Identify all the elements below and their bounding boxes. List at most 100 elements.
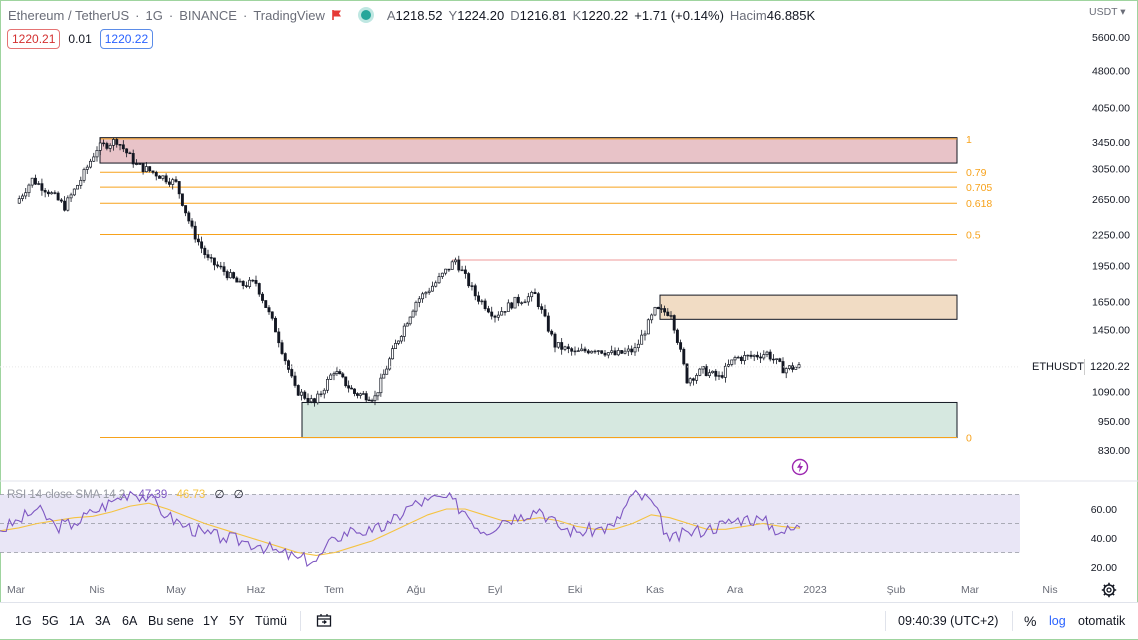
candle-body xyxy=(675,329,679,343)
candle-body xyxy=(30,177,34,186)
candle-body xyxy=(444,268,448,274)
candle-body xyxy=(477,295,480,302)
candle-body xyxy=(326,379,329,391)
candle-body xyxy=(576,350,580,352)
candle-body xyxy=(388,358,392,370)
candle-body xyxy=(765,351,769,356)
candle-body xyxy=(148,166,152,172)
time-tick-label: Eki xyxy=(568,584,583,596)
candle-body xyxy=(89,160,92,168)
separator: · xyxy=(242,7,248,23)
candle-body xyxy=(151,170,155,173)
time-tick-label: Haz xyxy=(247,584,266,596)
price-tick-label: 3050.00 xyxy=(1092,164,1130,176)
interval-label[interactable]: 1G xyxy=(145,7,163,23)
flag-icon[interactable] xyxy=(331,9,343,21)
price-tick-label: 5600.00 xyxy=(1092,32,1130,44)
log-toggle[interactable]: log xyxy=(1049,614,1066,628)
rsi-title: RSI 14 close SMA 14 2 xyxy=(7,489,126,501)
candle-body xyxy=(235,277,239,283)
candle-body xyxy=(762,354,766,359)
rsi-legend[interactable]: RSI 14 close SMA 14 2 47.39 46.73 ∅ ∅ xyxy=(7,487,244,501)
fib-label: 0 xyxy=(966,433,972,445)
rsi-tick-label: 40.00 xyxy=(1091,533,1117,545)
replay-icon[interactable] xyxy=(316,613,332,629)
candle-body xyxy=(228,272,232,279)
rsi-value: 47.39 xyxy=(138,489,168,501)
price-tick-label: 1650.00 xyxy=(1092,297,1130,309)
candle-body xyxy=(50,192,54,195)
candle-body xyxy=(493,315,497,318)
range-1g-button[interactable]: 1G xyxy=(15,614,32,628)
auto-scale-toggle[interactable]: otomatik xyxy=(1078,614,1126,628)
rsi-tick-label: 20.00 xyxy=(1091,562,1117,574)
currency-dropdown[interactable]: USDT ▾ xyxy=(1089,6,1126,18)
candle-body xyxy=(530,291,534,298)
ticker-label: ETHUSDT xyxy=(1028,360,1088,374)
range-6a-button[interactable]: 6A xyxy=(122,614,138,628)
candle-body xyxy=(613,350,617,356)
candle-body xyxy=(316,393,320,404)
candle-body xyxy=(775,358,779,360)
range-3a-button[interactable]: 3A xyxy=(95,614,111,628)
candle-body xyxy=(141,163,145,172)
candle-body xyxy=(335,371,339,374)
candle-body xyxy=(184,205,188,214)
candle-body xyxy=(540,306,544,310)
price-tick-label: 4050.00 xyxy=(1092,102,1130,114)
candle-body xyxy=(280,342,284,354)
candle-body xyxy=(593,350,597,353)
candle-body xyxy=(338,371,342,375)
buy-quote-button[interactable]: 1220.22 xyxy=(99,29,154,49)
candle-body xyxy=(33,177,37,185)
fib-label: 0.618 xyxy=(966,198,992,210)
candle-body xyxy=(454,259,457,263)
price-tick-label: 1090.00 xyxy=(1092,386,1130,398)
candle-body xyxy=(238,280,242,283)
candle-body xyxy=(219,265,223,268)
gear-icon[interactable] xyxy=(1101,582,1117,598)
range-1a-button[interactable]: 1A xyxy=(69,614,85,628)
range-5y-button[interactable]: 5Y xyxy=(229,614,245,628)
candle-body xyxy=(37,183,41,185)
candle-body xyxy=(102,142,106,145)
time-tick-label: Ara xyxy=(727,584,744,596)
candle-body xyxy=(543,309,547,317)
candles xyxy=(17,137,801,407)
rsi-extra-value: ∅ xyxy=(233,489,244,501)
candle-body xyxy=(473,285,477,297)
candle-body xyxy=(43,190,47,193)
status-dot-icon xyxy=(360,10,371,20)
divider xyxy=(1012,611,1013,631)
candle-body xyxy=(749,354,753,357)
time-tick-label: Nis xyxy=(89,584,104,596)
candle-body xyxy=(717,375,721,377)
candle-body xyxy=(470,285,474,287)
candle-body xyxy=(167,181,171,185)
bolt-icon[interactable] xyxy=(791,458,809,476)
candle-body xyxy=(171,179,175,185)
candle-body xyxy=(164,175,168,183)
candle-body xyxy=(319,393,323,396)
range-all-button[interactable]: Tümü xyxy=(255,614,287,628)
ohlc-volume: Hacim46.885K xyxy=(729,7,816,23)
percent-toggle[interactable]: % xyxy=(1024,613,1037,629)
range-ytd-button[interactable]: Bu sene xyxy=(148,614,194,628)
candle-body xyxy=(566,346,570,350)
candle-body xyxy=(40,183,44,191)
candle-body xyxy=(303,391,307,399)
range-5g-button[interactable]: 5G xyxy=(42,614,59,628)
candle-body xyxy=(679,342,683,350)
chart-canvas[interactable]: 1 0.79 0.705 0.618 0.5 0 5600.00 4800.00 4050.00… xyxy=(0,0,1138,602)
candle-body xyxy=(347,385,351,389)
candle-body xyxy=(232,272,236,279)
ohlc-close: K1220.22 xyxy=(572,7,629,23)
range-1y-button[interactable]: 1Y xyxy=(203,614,219,628)
candle-body xyxy=(510,302,514,309)
symbol-name[interactable]: Ethereum / TetherUS xyxy=(8,7,130,23)
clock-label[interactable]: 09:40:39 (UTC+2) xyxy=(898,614,999,628)
candle-body xyxy=(414,301,418,312)
sell-quote-button[interactable]: 1220.21 xyxy=(7,29,61,49)
candle-body xyxy=(274,317,277,333)
candle-body xyxy=(633,347,637,353)
